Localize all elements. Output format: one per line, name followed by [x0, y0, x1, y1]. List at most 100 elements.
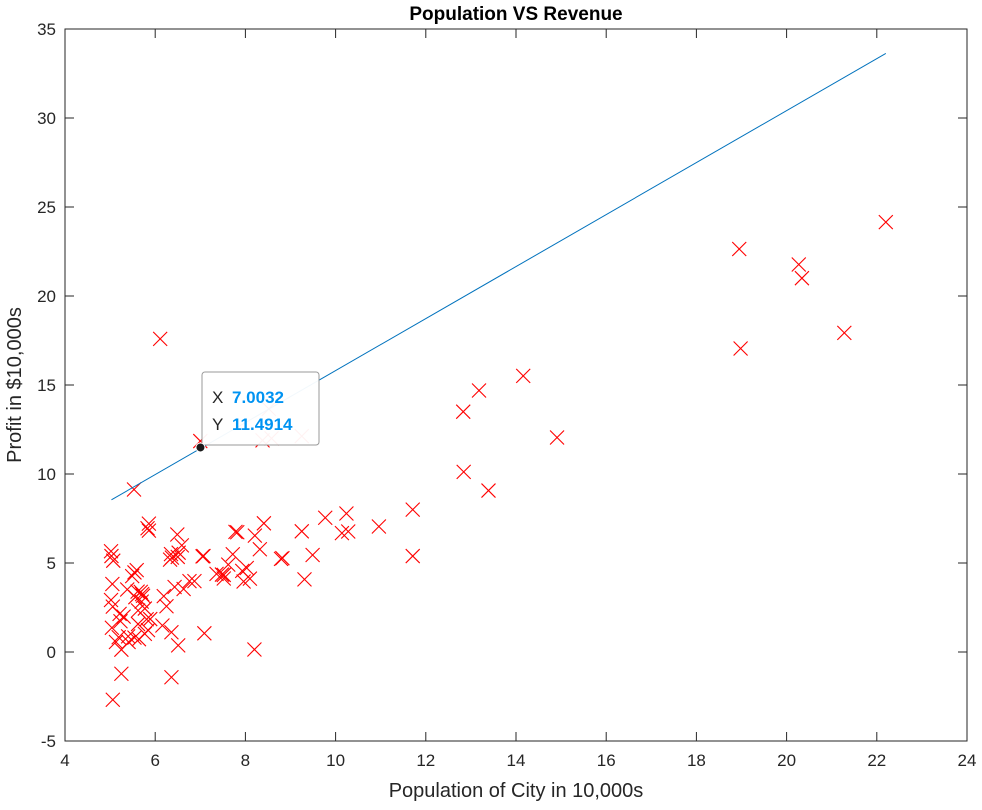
- data-tip[interactable]: X 7.0032 Y 11.4914: [195, 371, 320, 453]
- data-point-marker: [405, 502, 421, 517]
- y-tick-label: 5: [47, 554, 56, 573]
- x-axis-label: Population of City in 10,000s: [389, 780, 644, 802]
- data-point-marker: [791, 257, 807, 272]
- data-point-marker: [733, 341, 748, 356]
- data-point-marker: [236, 574, 251, 589]
- data-tip-x-value: 7.0032: [232, 388, 284, 407]
- data-point-marker: [334, 525, 350, 541]
- data-point-marker: [141, 516, 157, 532]
- data-point-marker: [170, 549, 186, 565]
- axis-tick-labels: 4 6 8 10 12 14 16 18 20 22 24 -5 0 5 10 15 20 25 30 35: [37, 20, 976, 770]
- data-tip-box: [201, 371, 320, 446]
- data-point-marker: [169, 527, 185, 542]
- data-point-marker: [878, 214, 894, 230]
- y-tick-label: 10: [37, 465, 56, 484]
- x-tick-label: 16: [597, 751, 616, 770]
- data-point-marker: [130, 584, 145, 600]
- data-point-marker: [228, 524, 243, 540]
- data-point-marker: [455, 404, 471, 420]
- data-point-marker: [216, 567, 232, 583]
- data-point-marker: [116, 609, 132, 624]
- data-point-marker: [113, 666, 129, 682]
- data-point-marker: [549, 430, 565, 445]
- data-point-marker: [317, 510, 333, 526]
- data-point-marker: [164, 669, 179, 685]
- data-point-marker: [152, 331, 168, 347]
- data-point-marker: [294, 523, 310, 539]
- data-point-marker: [216, 571, 232, 586]
- data-point-marker: [196, 625, 212, 641]
- data-point-marker: [515, 368, 531, 384]
- data-point-marker: [162, 552, 178, 568]
- scatter-markers: [103, 214, 894, 708]
- data-point-marker: [187, 573, 202, 589]
- data-point-marker: [471, 383, 487, 398]
- data-point-marker: [108, 634, 124, 650]
- x-tick-label: 6: [150, 751, 159, 770]
- data-point-marker: [371, 519, 387, 534]
- data-point-marker: [104, 576, 120, 592]
- data-point-marker: [176, 581, 192, 597]
- data-point-marker: [156, 588, 172, 604]
- data-point-marker: [129, 562, 145, 578]
- data-point-marker: [273, 551, 289, 567]
- data-point-marker: [297, 571, 312, 587]
- data-point-marker: [170, 638, 186, 653]
- data-point-marker: [182, 573, 197, 589]
- data-point-marker: [731, 241, 747, 257]
- data-point-marker: [104, 548, 119, 564]
- data-point-marker: [171, 545, 187, 561]
- plot-area[interactable]: [65, 29, 967, 741]
- y-tick-label: 30: [37, 109, 56, 128]
- x-tick-label: 4: [60, 751, 69, 770]
- x-tick-label: 12: [416, 751, 435, 770]
- data-tip-y-key: Y: [212, 415, 223, 434]
- data-point-marker: [405, 548, 421, 564]
- data-point-marker: [340, 524, 356, 539]
- data-point-marker: [105, 553, 121, 569]
- y-tick-label: 20: [37, 287, 56, 306]
- data-point-marker: [103, 543, 119, 559]
- data-point-marker: [103, 592, 119, 608]
- data-point-marker: [174, 537, 190, 553]
- x-tick-label: 8: [241, 751, 250, 770]
- data-point-marker: [256, 515, 272, 531]
- axes-box: [64, 28, 968, 742]
- y-axis-label: Profit in $10,000s: [4, 307, 26, 463]
- data-point-marker: [239, 560, 255, 576]
- data-point-marker: [113, 613, 128, 629]
- x-tick-label: 18: [687, 751, 706, 770]
- y-tick-label: 35: [37, 20, 56, 39]
- data-point-marker: [127, 630, 142, 645]
- data-point-marker: [140, 520, 155, 536]
- data-point-marker: [105, 692, 121, 708]
- data-point-marker: [141, 523, 157, 538]
- data-point-marker: [209, 566, 224, 582]
- data-point-marker: [130, 603, 146, 618]
- data-point-marker: [126, 482, 142, 497]
- y-tick-label: 0: [47, 643, 56, 662]
- data-tip-anchor-dot[interactable]: [195, 442, 206, 453]
- data-point-marker: [140, 622, 156, 638]
- data-point-marker: [164, 624, 179, 640]
- x-tick-label: 22: [867, 751, 886, 770]
- data-point-marker: [794, 270, 810, 286]
- x-tick-label: 20: [777, 751, 796, 770]
- y-tick-label: 25: [37, 198, 56, 217]
- data-tip-y-value: 11.4914: [232, 415, 293, 434]
- data-point-marker: [214, 567, 230, 582]
- data-point-marker: [252, 541, 268, 557]
- y-tick-label: 15: [37, 376, 56, 395]
- data-point-marker: [225, 546, 241, 562]
- data-point-marker: [159, 598, 174, 614]
- y-tick-label: -5: [41, 732, 56, 751]
- data-point-marker: [220, 557, 236, 572]
- data-point-marker: [247, 642, 262, 657]
- data-point-marker: [229, 524, 245, 540]
- data-point-marker: [113, 642, 129, 658]
- data-point-marker: [339, 506, 354, 521]
- chart-title: Population VS Revenue: [409, 4, 622, 25]
- data-point-marker: [120, 628, 136, 644]
- data-point-marker: [456, 464, 472, 480]
